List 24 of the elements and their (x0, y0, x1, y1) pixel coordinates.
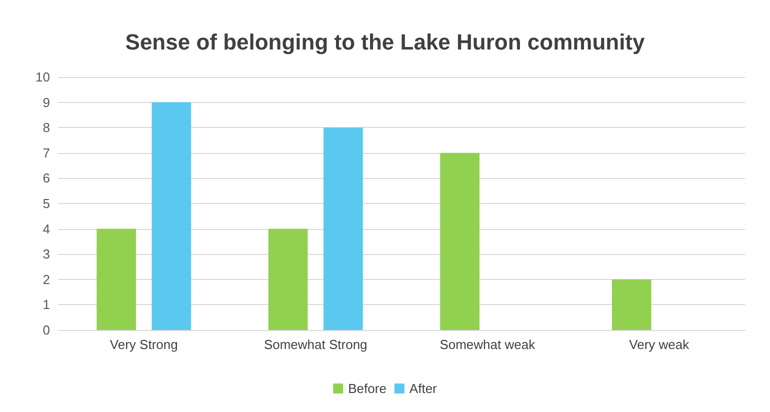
y-tick-label: 5 (42, 196, 50, 211)
bar (152, 102, 192, 330)
legend-label: Before (348, 381, 386, 396)
bar (612, 279, 652, 330)
x-tick-label: Very weak (629, 337, 690, 352)
chart-title: Sense of belonging to the Lake Huron community (125, 30, 646, 54)
y-tick-label: 2 (42, 272, 50, 287)
y-tick-label: 4 (42, 221, 50, 236)
y-tick-label: 6 (42, 170, 50, 186)
bar (96, 228, 136, 330)
x-tick-label: Somewhat Strong (264, 337, 368, 352)
bar (323, 128, 363, 330)
bar (268, 228, 308, 330)
legend-label: After (409, 381, 438, 396)
x-tick-label: Very Strong (110, 337, 178, 352)
y-tick-label: 3 (42, 246, 50, 262)
y-tick-label: 0 (42, 322, 50, 338)
y-tick-label: 10 (36, 70, 50, 84)
y-tick-label: 9 (42, 94, 50, 110)
y-tick-label: 7 (42, 145, 50, 160)
y-tick-label: 1 (42, 297, 50, 312)
bar (440, 152, 480, 330)
x-tick-label: Somewhat weak (440, 337, 536, 352)
y-tick-label: 8 (42, 120, 50, 136)
